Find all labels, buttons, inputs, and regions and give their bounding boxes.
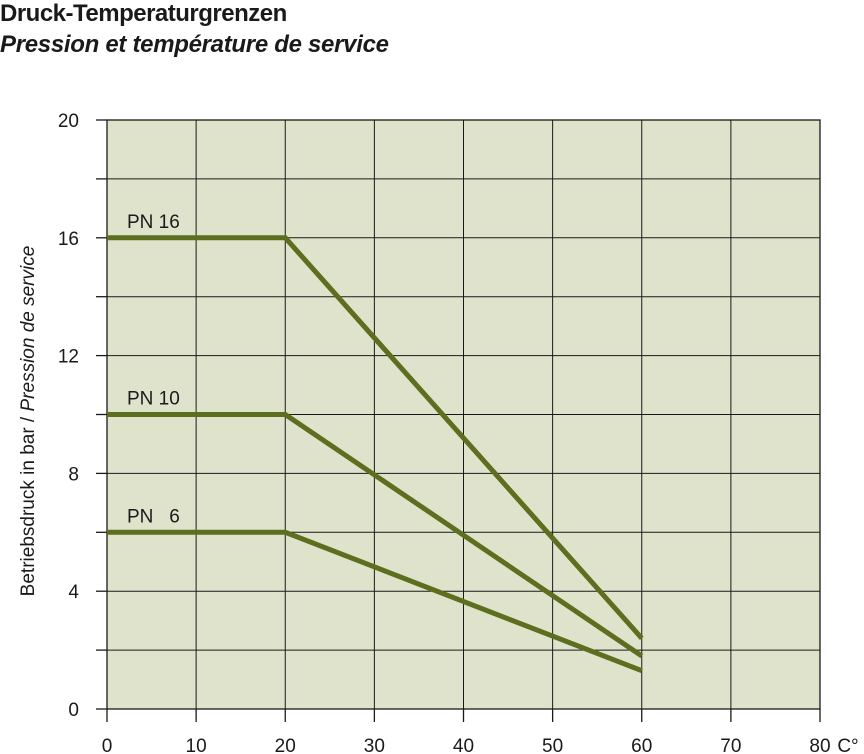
x-tick-label: 10 xyxy=(186,736,207,754)
chart-subtitle: Pression et température de service xyxy=(0,31,389,58)
y-tick-label: 16 xyxy=(58,229,79,250)
y-tick-label: 0 xyxy=(68,700,79,721)
x-tick-label: 30 xyxy=(364,736,385,754)
y-tick-label: 12 xyxy=(58,347,79,368)
series-label: PN 6 xyxy=(127,506,180,527)
x-axis-unit-label: C° xyxy=(837,736,858,754)
series-line xyxy=(107,412,644,659)
x-tick-label: 80 xyxy=(809,736,830,754)
x-tick-label: 60 xyxy=(631,736,652,754)
x-tick-label: 70 xyxy=(720,736,741,754)
series-label: PN 16 xyxy=(127,212,180,233)
x-tick-label: 40 xyxy=(453,736,474,754)
y-tick-label: 20 xyxy=(58,111,79,132)
series-line xyxy=(107,235,644,640)
series-label: PN 10 xyxy=(127,389,180,410)
chart-title: Druck-Temperaturgrenzen xyxy=(0,0,287,27)
x-tick-label: 20 xyxy=(275,736,296,754)
y-tick-label: 4 xyxy=(68,582,79,603)
y-tick-label: 8 xyxy=(68,464,79,485)
x-tick-label: 0 xyxy=(102,736,113,754)
series-line xyxy=(107,529,643,674)
y-axis-label-german: Betriebsdruck in bar / xyxy=(18,411,39,597)
y-axis-label-french: Pression de service xyxy=(18,245,39,412)
y-axis-label: Betriebsdruck in bar / Pression de servi… xyxy=(18,211,40,631)
x-tick-label: 50 xyxy=(542,736,563,754)
